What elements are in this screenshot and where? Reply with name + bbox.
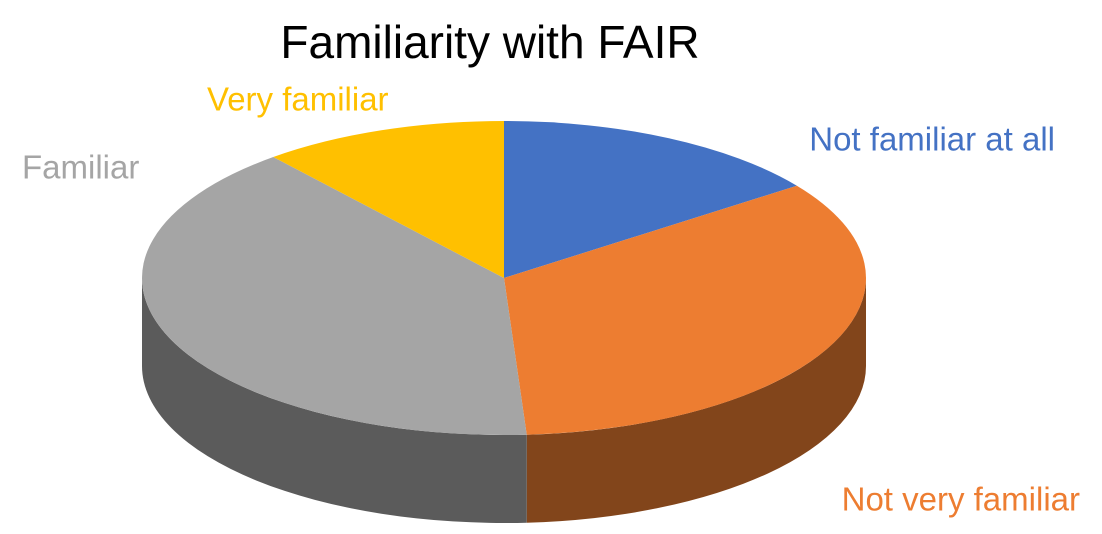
pie-sides xyxy=(142,278,867,523)
chart-title: Familiarity with FAIR xyxy=(280,16,699,68)
slice-side xyxy=(142,278,527,523)
pie-tops xyxy=(142,121,867,435)
pie-labels: Not familiar at all Not very familiar Fami… xyxy=(22,81,1080,518)
slice xyxy=(504,185,867,435)
slice-label: Familiar xyxy=(22,149,139,186)
slice-label: Not familiar at all xyxy=(809,121,1055,158)
slice xyxy=(273,121,504,278)
slice xyxy=(142,157,527,435)
slice-side xyxy=(526,278,867,523)
slice-label: Very familiar xyxy=(207,81,389,118)
slice-label: Not very familiar xyxy=(842,481,1080,518)
slice xyxy=(504,121,797,278)
